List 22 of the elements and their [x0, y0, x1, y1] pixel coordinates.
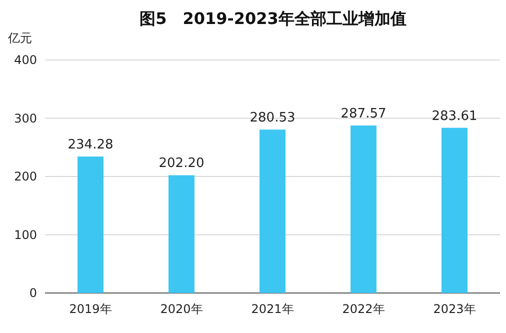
y-tick-label: 100 — [14, 228, 37, 242]
x-tick-label: 2021年 — [251, 302, 294, 316]
bar — [168, 175, 194, 293]
data-label: 280.53 — [250, 110, 296, 126]
data-label: 202.20 — [158, 156, 204, 172]
data-label: 234.28 — [68, 138, 114, 153]
bar — [260, 130, 286, 293]
bar — [442, 128, 468, 293]
bar — [350, 125, 376, 293]
x-tick-label: 2022年 — [342, 302, 385, 316]
data-label: 287.57 — [340, 106, 386, 122]
data-label: 283.61 — [432, 108, 478, 124]
y-tick-label: 300 — [14, 111, 37, 126]
y-tick-label: 200 — [14, 170, 37, 184]
bar — [78, 156, 104, 293]
y-axis-title: 亿元 — [7, 31, 32, 45]
y-tick-label: 400 — [14, 53, 37, 67]
x-tick-label: 2019年 — [69, 302, 112, 316]
x-tick-label: 2020年 — [160, 302, 203, 316]
chart-title: 图5 2019-2023年全部工业增加值 — [140, 9, 406, 28]
y-tick-label: 0 — [29, 286, 37, 300]
x-tick-label: 2023年 — [433, 302, 476, 316]
